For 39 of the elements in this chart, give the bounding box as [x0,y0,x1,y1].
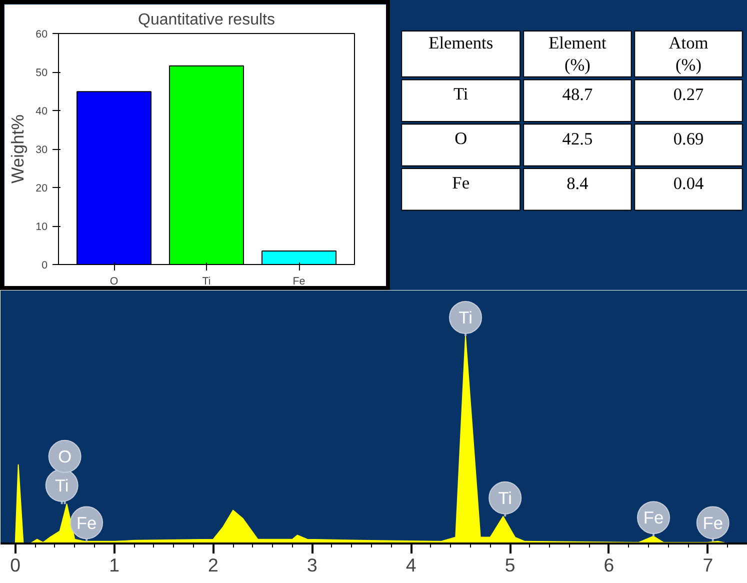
x-tick-label: 0 [10,554,21,576]
data-label: 8.4 [566,174,589,193]
x-tick-label: 2 [208,554,218,576]
data-label: 0.69 [673,129,704,148]
annotation: Ti [458,307,472,328]
y-tick-label: 40 [36,106,48,118]
x-tick-label: 1 [109,554,120,576]
series-label: Atom (%) [668,33,709,75]
text: Elements [428,33,494,52]
y-tick-label: 50 [36,67,48,79]
x-tick-label: Ti [202,276,211,288]
series-label: Element (%) [548,33,607,75]
x-tick-label: 5 [504,554,516,576]
annotation: Ti [54,475,69,496]
chart-title: Quantitative results [138,12,275,28]
x-tick-label: O [110,276,118,288]
x-tick-label: 4 [406,554,416,576]
x-tick-label: 6 [604,554,614,576]
data-label: 48.7 [562,84,593,104]
category-label: O [454,128,468,148]
annotation: O [58,446,72,466]
y-tick-label: 60 [36,28,48,40]
y-tick-label: 0 [42,260,48,272]
x-tick-label: Fe [292,276,306,288]
category-label: Ti [453,84,468,104]
category-label: Fe [452,173,470,192]
data-label: 0.27 [673,84,704,104]
y-axis-title: Weight% [8,114,28,184]
x-tick-label: 3 [306,554,318,576]
data-label: 0.04 [673,174,704,193]
x-tick-label: 7 [702,554,714,576]
annotation: Fe [643,508,664,528]
y-tick-label: 10 [36,221,48,233]
data-label: 42.5 [562,129,593,148]
y-tick-label: 30 [36,144,48,156]
annotation: Ti [498,488,512,508]
annotation: Fe [76,512,97,533]
annotation: Fe [702,512,723,533]
y-tick-label: 20 [36,182,48,194]
